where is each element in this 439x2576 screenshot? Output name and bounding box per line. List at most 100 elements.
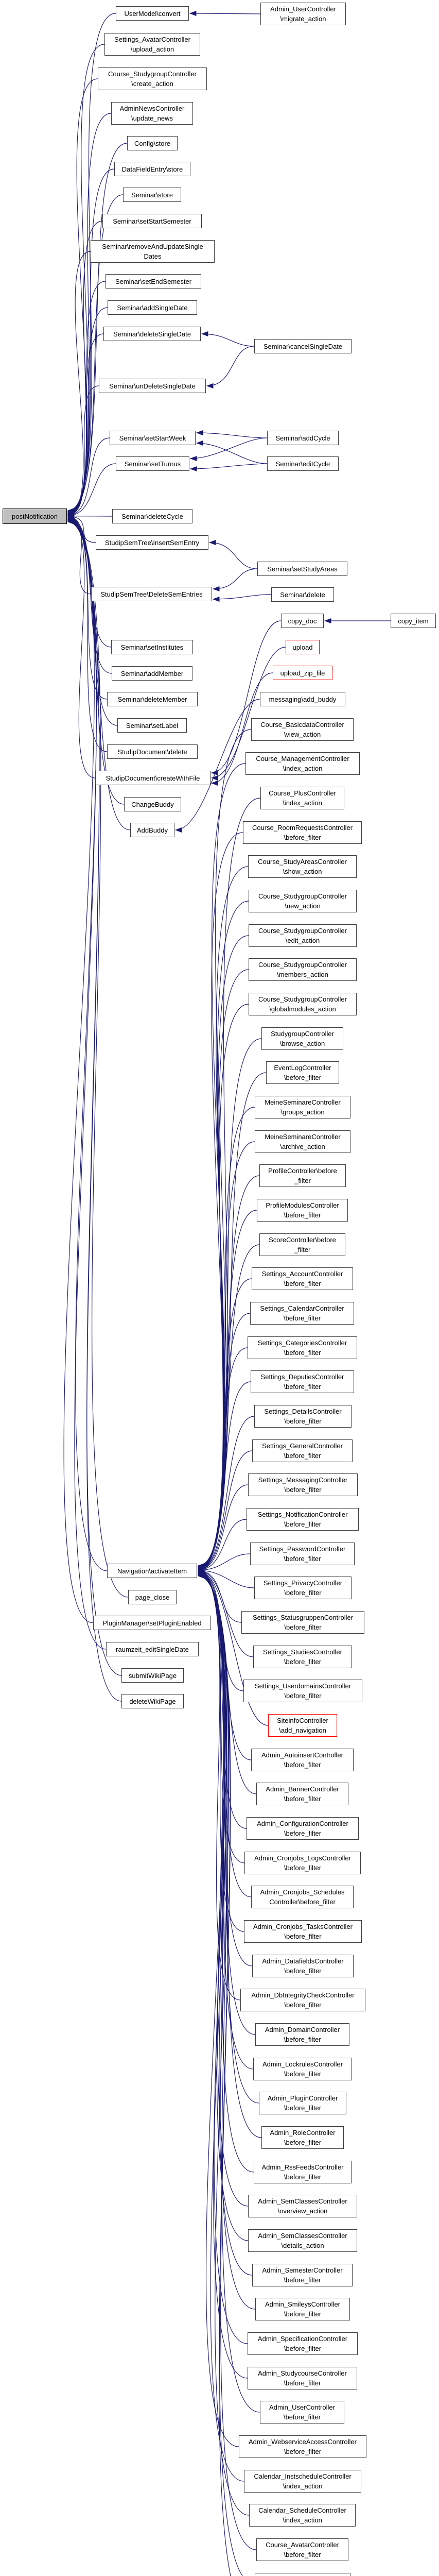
graph-node-editCycle[interactable]: Seminar\editCycle <box>267 456 339 471</box>
graph-node-s_account[interactable]: Settings_AccountController \before_filter <box>252 1267 353 1290</box>
graph-node-profilemod[interactable]: ProfileModulesController \before_filter <box>257 1199 348 1222</box>
graph-node-ms_groups[interactable]: MeineSeminareController \groups_action <box>255 1096 350 1118</box>
graph-node-a_smileys[interactable]: Admin_SmileysController \before_filter <box>255 2298 350 2320</box>
graph-node-upload_zip[interactable]: upload_zip_file <box>273 666 332 680</box>
graph-node-c_sg_edit[interactable]: Course_StudygroupController \edit_action <box>249 924 357 947</box>
graph-node-s_general[interactable]: Settings_GeneralController \before_filter <box>252 1439 353 1462</box>
graph-node-s_password[interactable]: Settings_PasswordController \before_filte… <box>250 1543 355 1565</box>
graph-node-deleteCycle[interactable]: Seminar\deleteCycle <box>112 509 192 523</box>
graph-node-a_cronlogs[interactable]: Admin_Cronjobs_LogsController \before_fil… <box>244 1852 361 1874</box>
graph-node-setStudyAreas[interactable]: Seminar\setStudyAreas <box>257 562 347 576</box>
graph-node-a_banner[interactable]: Admin_BannerController \before_filter <box>256 1783 348 1805</box>
graph-node-a_config[interactable]: Admin_ConfigurationController \before_fil… <box>247 1817 359 1840</box>
graph-node-a_lockrules[interactable]: Admin_LockrulesController \before_filter <box>253 2058 352 2080</box>
graph-node-addBuddy[interactable]: AddBuddy <box>130 823 174 837</box>
graph-node-c_management[interactable]: Course_ManagementController \index_action <box>245 752 360 775</box>
graph-node-s_userdomains[interactable]: Settings_UserdomainsController \before_fi… <box>243 1680 362 1702</box>
graph-node-setPluginEnabled[interactable]: PluginManager\setPluginEnabled <box>93 1616 211 1630</box>
graph-node-a_specification[interactable]: Admin_SpecificationController \before_fil… <box>248 2332 358 2355</box>
graph-node-removeAndUpdate[interactable]: Seminar\removeAndUpdateSingle Dates <box>91 240 215 263</box>
graph-node-deleteSingleDate[interactable]: Seminar\deleteSingleDate <box>103 327 201 341</box>
graph-node-deleteMember[interactable]: Seminar\deleteMember <box>107 692 198 706</box>
graph-node-datafield_store[interactable]: DataFieldEntry\store <box>114 162 190 176</box>
graph-node-a_studycourse[interactable]: Admin_StudycourseController \before_filte… <box>248 2367 357 2389</box>
graph-node-a_webservice[interactable]: Admin_WebserviceAccessController \before_… <box>239 2435 366 2458</box>
graph-node-createWithFile[interactable]: StudipDocument\createWithFile <box>95 771 210 785</box>
graph-node-a_semclass_det[interactable]: Admin_SemClassesController \details_actio… <box>248 2229 357 2252</box>
graph-node-insertSemEntry[interactable]: StudipSemTree\InsertSemEntry <box>96 535 208 550</box>
graph-node-deleteWikiPage[interactable]: deleteWikiPage <box>121 1694 184 1708</box>
graph-node-c_studyareas[interactable]: Course_StudyAreasController \show_action <box>248 855 357 878</box>
graph-node-page_close[interactable]: page_close <box>128 1590 177 1604</box>
graph-node-c_roomreq[interactable]: Course_RoomRequestsController \before_fil… <box>243 821 362 844</box>
graph-node-create_action[interactable]: Course_StudygroupController \create_actio… <box>98 67 207 90</box>
graph-node-c_basicdata[interactable]: Course_BasicdataController \view_action <box>251 718 354 741</box>
graph-node-migrate_action[interactable]: Admin_UserController \migrate_action <box>260 3 346 25</box>
graph-node-c_sg_new[interactable]: Course_StudygroupController \new_action <box>249 890 357 912</box>
graph-node-s_messaging[interactable]: Settings_MessagingController \before_filt… <box>248 1473 358 1496</box>
graph-node-cal_sched[interactable]: Calendar_ScheduleController \index_action <box>249 2504 356 2527</box>
graph-node-setInstitutes[interactable]: Seminar\setInstitutes <box>111 640 193 654</box>
graph-node-s_deputies[interactable]: Settings_DeputiesController \before_filte… <box>251 1370 354 1393</box>
graph-node-s_statusgruppen[interactable]: Settings_StatusgruppenController \before_… <box>241 1611 364 1634</box>
graph-node-s_notification[interactable]: Settings_NotificationController \before_f… <box>247 1508 359 1531</box>
graph-node-upload[interactable]: upload <box>286 640 320 654</box>
focus-node-post[interactable]: postNotification <box>3 509 67 524</box>
graph-node-cal_inst[interactable]: Calendar_InstscheduleController \index_ac… <box>244 2470 361 2493</box>
graph-node-a_user_bf[interactable]: Admin_UserController \before_filter <box>260 2401 344 2424</box>
graph-node-unDeleteSingleDate[interactable]: Seminar\unDeleteSingleDate <box>99 379 206 393</box>
graph-node-changeBuddy[interactable]: ChangeBuddy <box>124 797 181 811</box>
graph-node-copy_item[interactable]: copy_item <box>391 614 436 628</box>
graph-node-add_buddy[interactable]: messaging\add_buddy <box>260 692 345 706</box>
graph-node-s_categories[interactable]: Settings_CategoriesController \before_fil… <box>248 1336 357 1359</box>
graph-node-c_sg_members[interactable]: Course_StudygroupController \members_acti… <box>249 958 357 981</box>
node-label: Admin_UserController <box>270 5 336 13</box>
graph-node-setStartSemester[interactable]: Seminar\setStartSemester <box>102 214 202 228</box>
graph-node-deleteSemEntries[interactable]: StudipSemTree\DeleteSemEntries <box>91 587 212 601</box>
graph-node-seminar_delete[interactable]: Seminar\delete <box>271 587 334 602</box>
graph-node-a_role[interactable]: Admin_RoleController \before_filter <box>261 2126 344 2149</box>
graph-node-a_dbintegrity[interactable]: Admin_DbIntegrityCheckController \before_… <box>240 1989 365 2011</box>
graph-node-setLabel[interactable]: Seminar\setLabel <box>117 718 187 733</box>
graph-node-a_semclass_ov[interactable]: Admin_SemClassesController \overview_acti… <box>248 2195 357 2217</box>
graph-node-sg_browse[interactable]: StudygroupController \browse_action <box>261 1027 343 1050</box>
graph-node-a_semester[interactable]: Admin_SemesterController \before_filter <box>252 2264 353 2286</box>
graph-node-a_datafields[interactable]: Admin_DatafieldsController \before_filter <box>252 1955 354 1977</box>
graph-node-a_autoinsert[interactable]: Admin_AutoinsertController \before_filter <box>251 1749 354 1771</box>
graph-node-s_studies[interactable]: Settings_StudiesController \before_filter <box>253 1646 352 1668</box>
graph-node-studipdoc_delete[interactable]: StudipDocument\delete <box>107 744 198 759</box>
graph-node-eventlog[interactable]: EventLogController \before_filter <box>266 1061 339 1084</box>
graph-node-score[interactable]: ScoreController\before _filter <box>259 1233 345 1256</box>
graph-node-s_calendar[interactable]: Settings_CalendarController \before_filte… <box>250 1302 354 1325</box>
graph-node-c_plus[interactable]: Course_PlusController \index_action <box>260 787 344 809</box>
graph-node-setTurnus[interactable]: Seminar\setTurnus <box>116 456 189 471</box>
graph-node-submitWikiPage[interactable]: submitWikiPage <box>121 1668 184 1683</box>
graph-node-ms_archive[interactable]: MeineSeminareController \archive_action <box>255 1130 350 1153</box>
graph-node-profile_bf[interactable]: ProfileController\before _filter <box>259 1164 346 1187</box>
graph-node-a_crontasks[interactable]: Admin_Cronjobs_TasksController \before_fi… <box>244 1920 362 1943</box>
graph-node-s_details[interactable]: Settings_DetailsController \before_filter <box>254 1405 352 1428</box>
graph-node-s_privacy[interactable]: Settings_PrivacyController \before_filter <box>254 1577 352 1599</box>
graph-node-a_rss[interactable]: Admin_RssFeedsController \before_filter <box>254 2161 352 2183</box>
graph-node-update_news[interactable]: AdminNewsController \update_news <box>111 102 193 125</box>
graph-node-convert[interactable]: UserModel\convert <box>116 6 189 21</box>
graph-node-config_store[interactable]: Config\store <box>127 136 178 150</box>
graph-node-cancelSingleDate[interactable]: Seminar\cancelSingleDate <box>254 339 352 353</box>
graph-node-raumzeit[interactable]: raumzeit_editSingleDate <box>106 1642 199 1656</box>
graph-node-a_cronsched[interactable]: Admin_Cronjobs_Schedules Controller\befor… <box>251 1886 354 1908</box>
graph-node-c_sg_global[interactable]: Course_StudygroupController \globalmodule… <box>249 993 357 1015</box>
graph-node-activateItem[interactable]: Navigation\activateItem <box>107 1564 197 1578</box>
graph-node-addMember[interactable]: Seminar\addMember <box>112 666 192 681</box>
graph-node-addCycle[interactable]: Seminar\addCycle <box>267 431 339 445</box>
graph-node-setEndSemester[interactable]: Seminar\setEndSemester <box>106 274 201 289</box>
graph-node-addSingleDate[interactable]: Seminar\addSingleDate <box>108 300 197 315</box>
graph-node-setStartWeek[interactable]: Seminar\setStartWeek <box>110 431 196 445</box>
graph-node-inst_avatar[interactable]: Institute_AvatarController\before_filter <box>255 2573 350 2576</box>
graph-node-seminar_store[interactable]: Seminar\store <box>123 188 181 202</box>
graph-node-copy_doc[interactable]: copy_doc <box>281 614 324 628</box>
graph-node-upload_action[interactable]: Settings_AvatarController \upload_action <box>104 33 200 56</box>
graph-node-siteinfo[interactable]: SiteinfoController \add_navigation <box>268 1714 337 1737</box>
graph-node-course_avatar[interactable]: Course_AvatarController \before_filter <box>256 2538 348 2561</box>
graph-node-a_plugin[interactable]: Admin_PluginController \before_filter <box>259 2092 346 2114</box>
graph-node-a_domain[interactable]: Admin_DomainController \before_filter <box>255 2023 349 2046</box>
